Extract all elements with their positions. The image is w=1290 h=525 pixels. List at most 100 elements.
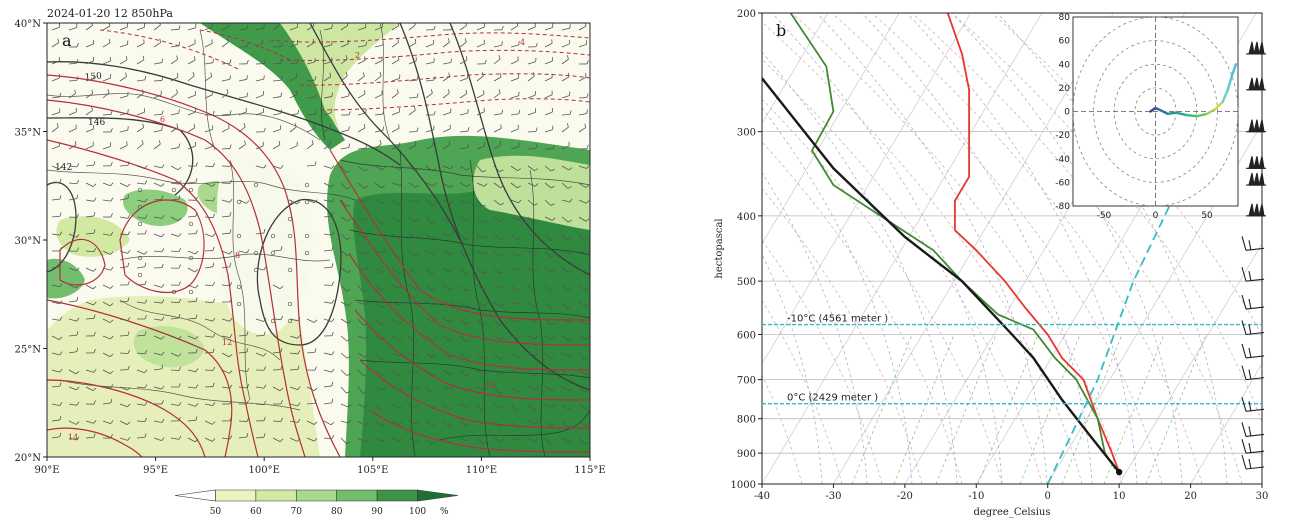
wind-barb-flag [211, 421, 216, 425]
wind-barb-flag [346, 289, 351, 292]
wind-barb-flag [585, 218, 590, 222]
wind-barb-flag [584, 407, 589, 410]
wind-barb [170, 112, 179, 116]
wind-barb [153, 198, 162, 201]
hodograph-trace-segment [1185, 113, 1198, 118]
wind-barb-flag [380, 322, 385, 325]
wind-barb [136, 182, 145, 185]
wind-barb [527, 111, 536, 116]
wind-barb [187, 94, 196, 99]
wind-barb-flag [331, 368, 335, 373]
wind-barb-flag [243, 123, 246, 128]
wind-barb-flag [195, 178, 198, 183]
wind-barb [357, 165, 365, 172]
wind-barb [119, 216, 128, 219]
wind-barb [493, 437, 502, 443]
wind-barb-flag [447, 89, 450, 94]
wind-barb-flag [126, 56, 128, 61]
wind-barb-flag [178, 281, 181, 286]
wind-barb [221, 25, 230, 31]
wind-barb-flag [346, 391, 351, 394]
wind-barb-flag [74, 140, 77, 146]
wind-barb-flag [313, 421, 318, 425]
wind-barb-flag [246, 92, 249, 97]
wind-barb [527, 267, 536, 272]
wind-barb-flag [379, 408, 384, 411]
map-y-tick-label: 40°N [15, 19, 42, 30]
isotherm [762, 13, 1043, 484]
profile-barb-pennant [1248, 156, 1255, 169]
wind-barb [544, 129, 553, 133]
wind-barb [425, 420, 433, 426]
wind-barb-flag [482, 356, 487, 360]
dry-adiabat [762, 21, 1083, 484]
wind-barb [102, 420, 111, 424]
wind-barb-flag [297, 365, 300, 370]
wind-barb [204, 165, 214, 167]
wind-barb [561, 43, 570, 48]
wind-barb [119, 266, 128, 269]
wind-barb [204, 129, 213, 133]
profile-barb-flag [1248, 324, 1252, 335]
map-y-tick-label: 35°N [15, 128, 42, 139]
wind-barb [238, 126, 246, 133]
wind-barb-flag [280, 348, 283, 353]
wind-barb [204, 199, 213, 202]
wind-barb-flag [195, 162, 198, 167]
wind-barb [408, 131, 418, 133]
wind-barb [476, 233, 484, 239]
dry-adiabat [762, 98, 1003, 484]
wind-barb [85, 93, 93, 99]
wind-barb [476, 335, 485, 341]
wind-barb-flag [59, 316, 63, 321]
wind-barb-flag [109, 303, 114, 307]
wind-barb-flag [161, 418, 165, 423]
wind-barb-flag [465, 89, 468, 94]
wind-barb-flag [161, 364, 164, 369]
wind-barb-flag [91, 106, 93, 111]
wind-barb-flag [348, 404, 352, 408]
wind-barb-flag [416, 420, 420, 425]
wind-barb-flag [347, 269, 352, 273]
wind-barb-flag [126, 421, 131, 425]
wind-barb-flag [93, 331, 96, 336]
wind-barb-flag [552, 403, 556, 407]
wind-barb-flag [518, 199, 522, 204]
wind-barb-flag [364, 439, 369, 443]
wind-barb-flag [516, 356, 521, 359]
wind-barb-flag [449, 201, 454, 205]
skewt-x-tick-label: -30 [825, 491, 841, 502]
wind-barb [85, 199, 94, 202]
wind-barb-flag [178, 143, 181, 148]
wind-barb-flag [380, 221, 385, 224]
wind-barb-flag [229, 298, 232, 303]
wind-barb-flag [448, 407, 453, 410]
wind-barb [459, 437, 468, 442]
wind-barb [170, 317, 179, 320]
wind-barb [119, 76, 127, 82]
wind-barb [442, 420, 450, 427]
wind-barb [187, 145, 196, 150]
wind-barb [51, 403, 60, 407]
wind-barb [170, 301, 180, 304]
wind-barb [561, 58, 569, 65]
wind-barb-flag [534, 304, 538, 308]
wind-barb [85, 318, 95, 320]
wind-barb [374, 284, 381, 291]
wind-barb [204, 62, 213, 65]
calm-wind-circle [137, 204, 143, 210]
wind-barb [527, 26, 536, 31]
wind-barb-flag [464, 272, 470, 275]
wind-barb [510, 250, 518, 257]
isotherm [762, 13, 829, 125]
wind-barb [561, 403, 569, 410]
wind-barb-flag [59, 368, 63, 373]
wind-barb-flag [398, 405, 403, 409]
wind-barb [153, 143, 161, 150]
wind-barb [187, 43, 196, 48]
wind-barb [238, 369, 247, 373]
wind-barb [85, 182, 94, 187]
wind-barb [510, 420, 517, 428]
wind-barb-flag [416, 301, 420, 305]
wind-barb [204, 216, 214, 218]
